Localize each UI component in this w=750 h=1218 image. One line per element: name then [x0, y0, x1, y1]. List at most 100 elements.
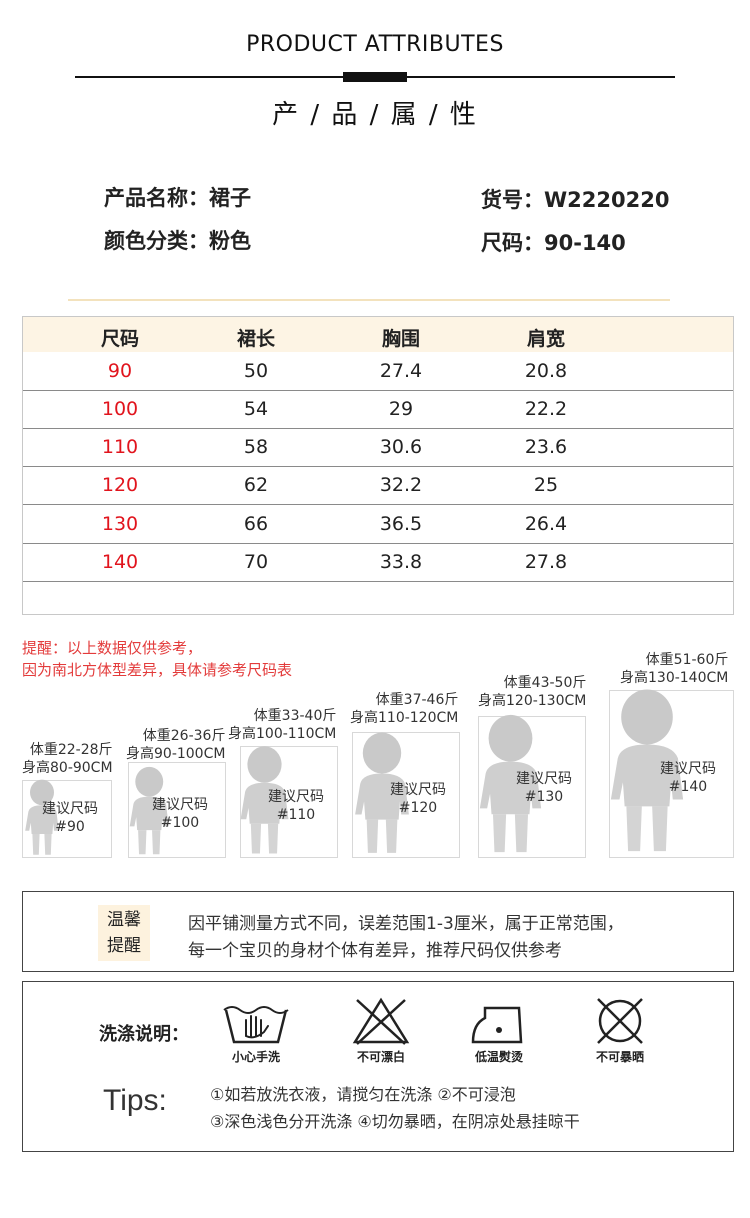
attr-product-name-label: 产品名称： [104, 186, 209, 210]
table-cell-chest: 36.5 [379, 513, 423, 535]
size-guide-suggest-size: #120 [398, 800, 438, 816]
child-silhouette-icon [129, 766, 169, 855]
size-guide-suggest-size: #130 [524, 789, 564, 805]
table-cell-chest: 30.6 [379, 436, 423, 458]
size-guide-label: 体重37-46斤身高110-120CM [350, 691, 458, 727]
size-guide-suggest-size: #110 [276, 807, 316, 823]
child-silhouette-icon [610, 689, 684, 852]
size-guide-height: 身高130-140CM [620, 670, 729, 686]
attr-color-value: 粉色 [209, 229, 251, 253]
table-cell-chest: 33.8 [379, 551, 423, 573]
table-cell-shoulder: 20.8 [524, 360, 568, 382]
hand-wash-icon: 小心手洗 [216, 996, 296, 1064]
size-guide-suggest-label: 建议尺码 [660, 761, 716, 777]
table-cell-length: 62 [243, 474, 269, 496]
table-cell-size: 90 [107, 360, 133, 382]
table-cell-size: 140 [101, 551, 139, 573]
size-guide-height: 身高120-130CM [478, 693, 587, 709]
attr-product-name-value: 裙子 [209, 186, 251, 210]
size-guide-weight: 体重51-60斤 [645, 652, 729, 668]
wash-instructions-box: 洗涤说明： 小心手洗 不可漂白 低温熨烫 不可暴晒 Tips: ①如若放洗衣液，… [22, 981, 734, 1152]
attr-sku-value: W2220220 [544, 188, 670, 212]
tips-line-1: ①如若放洗衣液，请搅匀在洗涤 ②不可浸泡 [210, 1085, 516, 1104]
size-guide-suggest: 建议尺码 #110 [268, 788, 324, 824]
warm-tip-badge-line1: 温馨 [107, 910, 141, 930]
size-guide-height: 身高80-90CM [22, 760, 113, 776]
table-cell-size: 110 [101, 436, 139, 458]
table-cell-length: 54 [243, 398, 269, 420]
size-guide-label: 体重51-60斤身高130-140CM [620, 651, 728, 687]
size-guide-label: 体重33-40斤身高100-110CM [228, 707, 336, 743]
header-cell-shoulder: 肩宽 [526, 328, 565, 350]
attr-size-value: 90-140 [544, 231, 626, 255]
attr-size: 尺码：90-140 [481, 227, 626, 257]
size-guide-suggest-size: #100 [160, 815, 200, 831]
no-bleach-label: 不可漂白 [356, 1050, 405, 1064]
header-cell-length: 裙长 [236, 328, 275, 350]
table-cell-shoulder: 26.4 [524, 513, 568, 535]
table-cell-chest: 27.4 [379, 360, 423, 382]
size-guide-weight: 体重33-40斤 [253, 708, 337, 724]
header-cell-size: 尺码 [100, 328, 139, 350]
size-guide-suggest: 建议尺码 #140 [660, 760, 716, 796]
table-cell-length: 70 [243, 551, 269, 573]
table-cell-shoulder: 22.2 [524, 398, 568, 420]
table-cell-length: 50 [243, 360, 269, 382]
size-guide-suggest: 建议尺码 #120 [390, 781, 446, 817]
child-silhouette-icon [25, 779, 59, 855]
attr-color: 颜色分类：粉色 [104, 225, 251, 255]
size-guide-suggest-label: 建议尺码 [152, 797, 208, 813]
size-guide-height: 身高90-100CM [126, 746, 226, 762]
table-row-divider [23, 390, 733, 391]
size-guide-suggest-label: 建议尺码 [516, 771, 572, 787]
child-silhouette-icon [479, 714, 542, 853]
table-row-divider [23, 581, 733, 582]
notice-line-2: 因为南北方体型差异，具体请参考尺码表 [22, 661, 293, 679]
table-row-divider [23, 428, 733, 429]
size-guide-label: 体重26-36斤 身高90-100CM [126, 727, 225, 763]
no-tumble-dry-icon: 不可暴晒 [580, 996, 660, 1064]
table-cell-shoulder: 25 [533, 474, 559, 496]
notice-line-1: 提醒：以上数据仅供参考， [22, 639, 203, 657]
size-guide-suggest: 建议尺码 #130 [516, 770, 572, 806]
warm-tip-text-1: 因平铺测量方式不同，误差范围1-3厘米，属于正常范围， [188, 914, 624, 934]
size-table-header: 尺码 裙长 胸围 肩宽 [23, 317, 733, 352]
size-guide-weight: 体重37-46斤 [375, 692, 459, 708]
size-guide-height: 身高110-120CM [350, 710, 459, 726]
size-guide-weight: 体重22-28斤 [29, 742, 113, 758]
title-english: PRODUCT ATTRIBUTES [246, 32, 504, 57]
table-cell-chest: 29 [388, 398, 414, 420]
size-guide-suggest-label: 建议尺码 [390, 782, 446, 798]
table-cell-shoulder: 27.8 [524, 551, 568, 573]
section-divider [68, 299, 670, 301]
title-divider-block [343, 72, 407, 82]
size-guide-label: 体重43-50斤身高120-130CM [478, 674, 586, 710]
child-silhouette-icon [355, 732, 409, 853]
table-cell-size: 120 [101, 474, 139, 496]
table-cell-chest: 32.2 [379, 474, 423, 496]
size-guide-suggest-label: 建议尺码 [268, 789, 324, 805]
size-guide-height: 身高100-110CM [228, 726, 337, 742]
child-silhouette-icon [240, 746, 289, 854]
title-chinese: 产 / 品 / 属 / 性 [272, 100, 478, 130]
low-iron-icon: 低温熨烫 [459, 996, 539, 1064]
table-cell-shoulder: 23.6 [524, 436, 568, 458]
attr-sku-label: 货号： [481, 188, 544, 212]
attr-product-name: 产品名称：裙子 [104, 182, 251, 212]
table-cell-size: 130 [101, 513, 139, 535]
size-table: 尺码 裙长 胸围 肩宽 90 50 27.4 20.8 100 54 29 22.2 110 58… [22, 316, 734, 615]
size-guide-suggest-size: #140 [668, 779, 708, 795]
size-guide-suggest: 建议尺码 #90 [42, 800, 98, 836]
no-tumble-dry-label: 不可暴晒 [595, 1050, 644, 1064]
hand-wash-label: 小心手洗 [231, 1050, 280, 1064]
warm-tip-box: 温馨 提醒 因平铺测量方式不同，误差范围1-3厘米，属于正常范围， 每一个宝贝的… [22, 891, 734, 972]
table-row-divider [23, 504, 733, 505]
warm-tip-badge-line2: 提醒 [107, 936, 141, 956]
warm-tip-text-2: 每一个宝贝的身材个体有差异，推荐尺码仅供参考 [188, 941, 562, 961]
wash-title: 洗涤说明： [99, 1024, 189, 1045]
attr-sku: 货号：W2220220 [481, 184, 669, 214]
no-bleach-icon: 不可漂白 [341, 996, 421, 1064]
table-cell-length: 58 [243, 436, 269, 458]
size-guide-weight: 体重43-50斤 [503, 675, 587, 691]
size-guide-suggest-label: 建议尺码 [42, 801, 98, 817]
